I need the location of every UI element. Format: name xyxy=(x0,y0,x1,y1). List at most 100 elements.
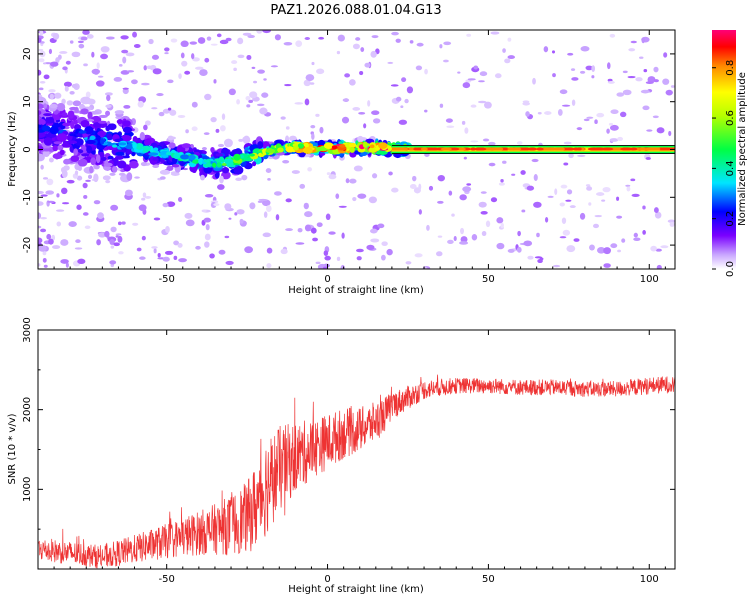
signal-blob xyxy=(139,131,146,141)
signal-blob xyxy=(170,172,180,176)
spectrogram-ridge xyxy=(83,135,675,169)
ridge-segment xyxy=(125,143,134,150)
noise-blob xyxy=(307,167,313,172)
noise-blob xyxy=(246,104,251,108)
noise-blob xyxy=(87,174,93,180)
ridge-hot-spot xyxy=(600,147,614,151)
noise-blob xyxy=(69,91,75,95)
y-tick-label: 0 xyxy=(22,146,33,152)
noise-blob xyxy=(547,195,554,198)
signal-blob xyxy=(105,125,111,132)
ridge-segment xyxy=(198,157,204,165)
noise-blob xyxy=(463,156,467,160)
ridge-segment xyxy=(132,142,137,149)
noise-blob xyxy=(533,201,542,208)
signal-blob xyxy=(90,157,97,166)
noise-blob xyxy=(531,158,539,163)
ridge-segment xyxy=(111,144,118,148)
ridge-segment xyxy=(148,152,159,156)
noise-blob xyxy=(104,230,110,238)
noise-blob xyxy=(75,239,81,243)
noise-blob xyxy=(387,61,394,64)
noise-blob xyxy=(245,96,251,101)
noise-blob xyxy=(328,174,337,180)
noise-blob xyxy=(569,205,576,209)
spectrogram-ticks: -50 0 50 100 -20 -10 0 10 20 xyxy=(22,30,675,285)
noise-blob xyxy=(646,129,653,132)
noise-blob xyxy=(630,178,636,182)
noise-blob xyxy=(628,48,636,52)
noise-blob xyxy=(38,201,44,206)
noise-blob xyxy=(262,232,271,238)
noise-blob xyxy=(164,250,174,255)
noise-blob xyxy=(134,176,140,179)
noise-blob xyxy=(225,37,232,42)
noise-blob xyxy=(633,237,641,242)
noise-blob xyxy=(191,126,198,132)
noise-blob xyxy=(571,77,579,81)
noise-blob xyxy=(642,229,646,235)
noise-blob xyxy=(573,238,580,242)
noise-blob xyxy=(507,37,512,42)
noise-blob xyxy=(596,192,605,196)
noise-blob xyxy=(38,212,42,220)
noise-blob xyxy=(653,79,659,83)
signal-blob xyxy=(92,122,102,128)
signal-blob xyxy=(168,142,176,149)
noise-blob xyxy=(667,219,675,223)
noise-blob xyxy=(656,264,662,269)
signal-blob xyxy=(86,98,96,105)
noise-blob xyxy=(86,34,94,39)
signal-blob xyxy=(171,164,180,168)
noise-blob xyxy=(199,69,208,76)
noise-blob xyxy=(557,109,563,116)
noise-blob xyxy=(412,175,417,182)
noise-blob xyxy=(326,172,331,176)
noise-blob xyxy=(670,85,675,88)
signal-blob xyxy=(70,155,80,162)
signal-blob xyxy=(54,92,62,99)
ridge-segment xyxy=(153,147,159,152)
y-tick-label: 3000 xyxy=(22,317,33,342)
noise-blob xyxy=(603,263,611,268)
noise-blob xyxy=(559,202,565,207)
noise-blob xyxy=(231,60,238,65)
ridge-hot-spot xyxy=(549,147,556,151)
noise-blob xyxy=(607,80,615,84)
noise-blob xyxy=(83,63,88,67)
noise-blob xyxy=(554,188,558,195)
noise-blob xyxy=(336,50,341,55)
noise-blob xyxy=(43,264,48,268)
noise-blob xyxy=(295,242,305,245)
noise-blob xyxy=(84,225,91,230)
ridge-hot-spot xyxy=(440,147,452,151)
ridge-segment xyxy=(216,162,222,168)
signal-blob xyxy=(38,145,44,152)
noise-blob xyxy=(197,37,206,44)
noise-blob xyxy=(390,84,399,87)
noise-blob xyxy=(159,176,166,180)
noise-blob xyxy=(619,111,627,118)
noise-blob xyxy=(377,223,385,229)
signal-blob xyxy=(95,154,101,164)
signal-blob xyxy=(289,135,297,142)
noise-blob xyxy=(282,160,290,164)
noise-blob xyxy=(303,202,309,210)
noise-blob xyxy=(52,245,61,250)
noise-blob xyxy=(650,245,657,252)
noise-blob xyxy=(356,256,362,261)
noise-blob xyxy=(203,217,211,223)
noise-blob xyxy=(479,71,488,77)
noise-blob xyxy=(122,87,129,90)
noise-blob xyxy=(184,212,193,219)
noise-blob xyxy=(56,221,62,227)
ridge-hot-spot xyxy=(629,147,638,151)
noise-blob xyxy=(210,43,218,46)
noise-blob xyxy=(622,89,632,96)
signal-blob xyxy=(143,138,152,146)
noise-blob xyxy=(588,202,592,206)
noise-blob xyxy=(38,37,42,43)
noise-blob xyxy=(570,68,576,72)
ridge-hot-spot xyxy=(407,147,416,151)
